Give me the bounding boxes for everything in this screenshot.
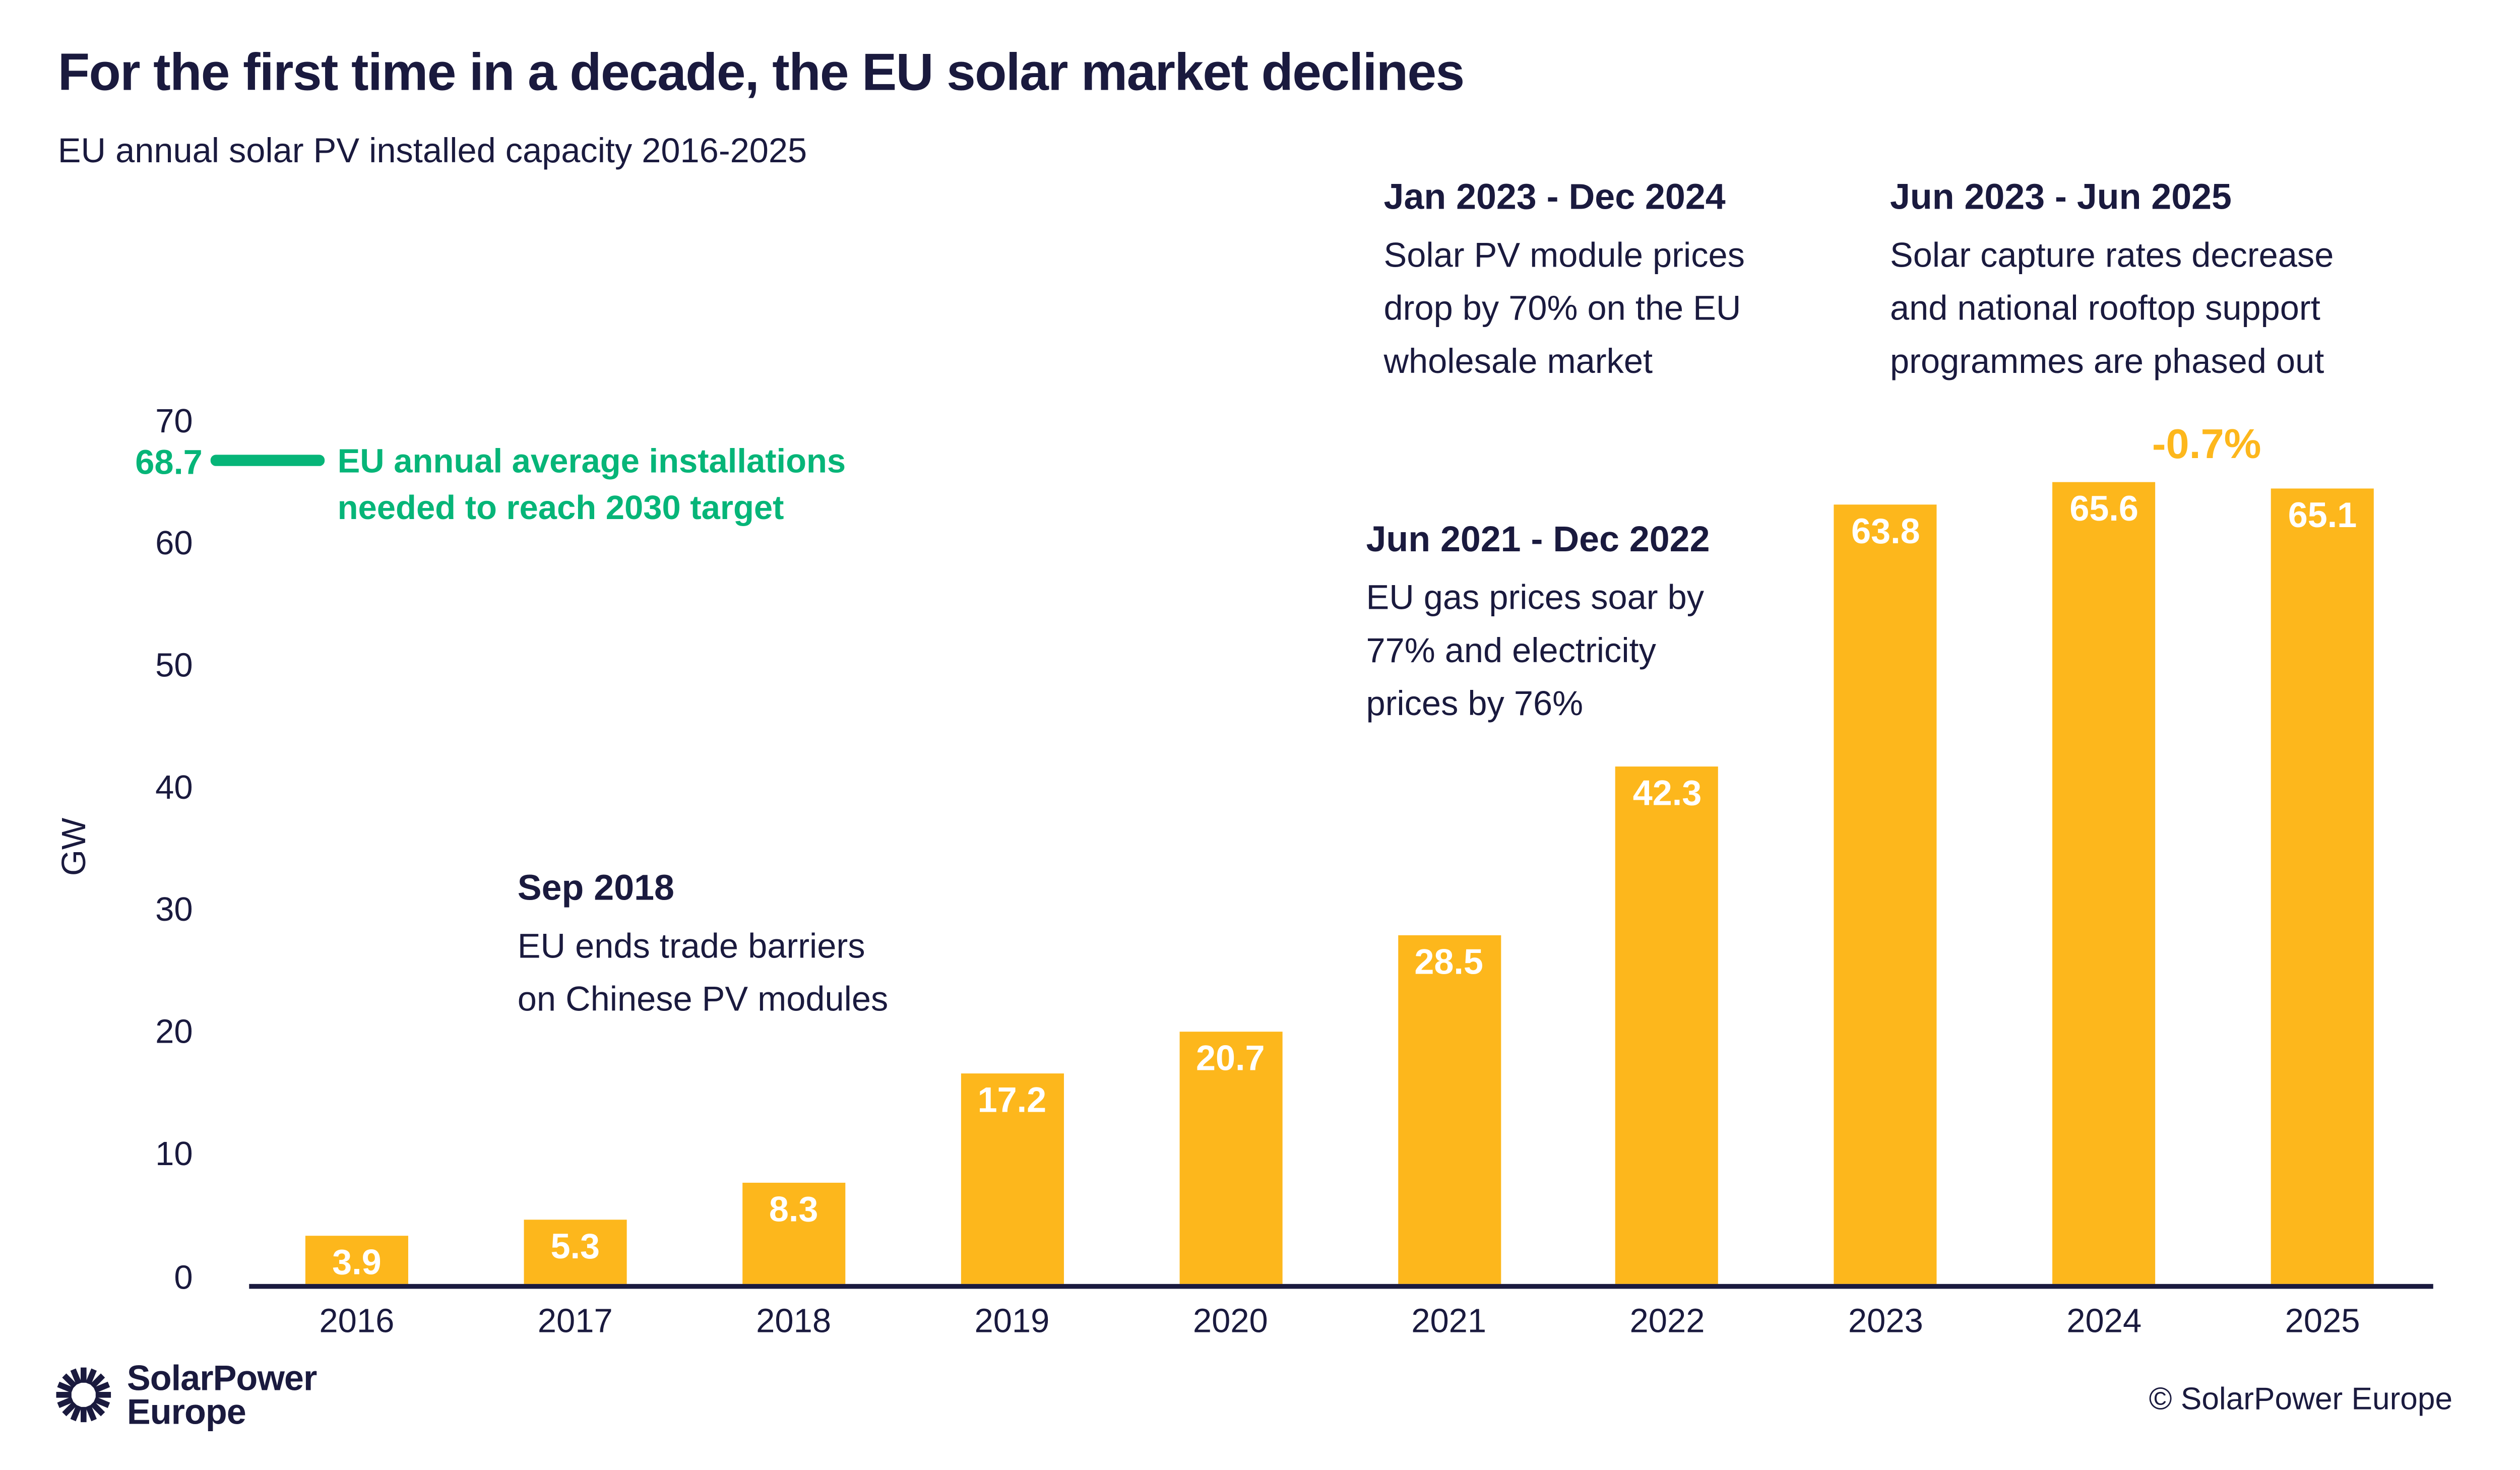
bar-2022: 42.3 — [1615, 767, 1719, 1284]
x-axis-year-label: 2022 — [1629, 1303, 1705, 1340]
bar-value-label: 5.3 — [550, 1226, 600, 1266]
logo-line2: Europe — [127, 1390, 246, 1431]
annotation-line: prices by 76% — [1366, 684, 1584, 723]
annotation-jun-2021-dec-2022: Jun 2021 - Dec 2022 EU gas prices soar b… — [1366, 519, 1710, 731]
annotation-sep-2018: Sep 2018 EU ends trade barriers on Chine… — [518, 868, 889, 1027]
annotation-jan-2023-dec-2024: Jan 2023 - Dec 2024 Solar PV module pric… — [1384, 177, 1745, 389]
x-axis-year-label: 2025 — [2285, 1303, 2360, 1340]
decline-percentage-label: -0.7% — [2152, 419, 2261, 468]
annotation-title: Jun 2021 - Dec 2022 — [1366, 519, 1710, 559]
x-axis-year-label: 2016 — [319, 1303, 395, 1340]
bar-2017: 5.3 — [524, 1219, 627, 1284]
bar-2021: 28.5 — [1397, 935, 1500, 1284]
annotation-title: Jun 2023 - Jun 2025 — [1890, 176, 2232, 217]
annotation-line: Solar capture rates decrease — [1890, 236, 2334, 275]
bar-value-label: 42.3 — [1632, 774, 1702, 814]
bar-value-label: 63.8 — [1851, 510, 1920, 551]
annotation-line: on Chinese PV modules — [517, 980, 889, 1019]
bar-value-label: 3.9 — [332, 1243, 382, 1283]
logo-text: SolarPower Europe — [127, 1358, 317, 1431]
bar-value-label: 28.5 — [1414, 942, 1483, 983]
x-axis-year-label: 2018 — [756, 1303, 832, 1340]
annotation-jun-2023-jun-2025: Jun 2023 - Jun 2025 Solar capture rates … — [1890, 177, 2334, 389]
y-tick-label: 50 — [155, 648, 193, 685]
x-axis-year-label: 2019 — [974, 1303, 1050, 1340]
bar-value-label: 65.1 — [2288, 495, 2357, 536]
bar-value-label: 65.6 — [2069, 489, 2138, 530]
annotation-line: 77% and electricity — [1366, 631, 1656, 670]
bar-2018: 8.3 — [742, 1182, 845, 1284]
target-value-label: 68.7 — [135, 442, 203, 482]
bar-value-label: 20.7 — [1196, 1037, 1265, 1078]
y-tick-label: 60 — [155, 526, 193, 563]
bar-2016: 3.9 — [305, 1236, 408, 1284]
logo-line1: SolarPower — [127, 1358, 317, 1398]
solarpower-europe-logo: SolarPower Europe — [53, 1358, 535, 1431]
page-title: For the first time in a decade, the EU s… — [57, 43, 1465, 101]
bar-2023: 63.8 — [1834, 504, 1937, 1284]
target-marker-dash — [210, 455, 325, 466]
x-axis-year-label: 2017 — [537, 1303, 613, 1340]
annotation-line: and national rooftop support — [1890, 289, 2320, 328]
bar-2025: 65.1 — [2271, 488, 2374, 1284]
annotation-line: EU ends trade barriers — [517, 927, 865, 966]
bar-2024: 65.6 — [2052, 482, 2156, 1284]
target-annotation: EU annual average installations needed t… — [338, 440, 846, 532]
x-axis-year-label: 2023 — [1848, 1303, 1923, 1340]
y-tick-label: 20 — [155, 1014, 193, 1052]
sunburst-icon — [56, 1367, 111, 1423]
page-subtitle: EU annual solar PV installed capacity 20… — [57, 132, 807, 171]
y-axis-label: GW — [56, 817, 93, 876]
annotation-line: drop by 70% on the EU — [1383, 289, 1741, 328]
target-annotation-line: needed to reach 2030 target — [337, 489, 784, 527]
annotation-line: programmes are phased out — [1890, 342, 2324, 381]
annotation-title: Sep 2018 — [517, 867, 674, 908]
y-tick-label: 0 — [174, 1259, 193, 1296]
x-axis-line — [249, 1284, 2433, 1290]
annotation-line: Solar PV module prices — [1383, 236, 1745, 275]
y-tick-label: 30 — [155, 892, 193, 930]
y-tick-label: 70 — [155, 404, 193, 441]
annotation-line: wholesale market — [1383, 342, 1653, 381]
x-axis-year-label: 2021 — [1411, 1303, 1487, 1340]
copyright-text: © SolarPower Europe — [2149, 1382, 2453, 1418]
annotation-line: EU gas prices soar by — [1366, 578, 1705, 617]
x-axis-year-label: 2020 — [1192, 1303, 1268, 1340]
target-annotation-line: EU annual average installations — [337, 443, 846, 481]
annotation-title: Jan 2023 - Dec 2024 — [1383, 176, 1726, 217]
bar-2019: 17.2 — [960, 1073, 1063, 1284]
x-axis-year-label: 2024 — [2066, 1303, 2142, 1340]
bar-value-label: 8.3 — [769, 1189, 818, 1230]
y-tick-label: 40 — [155, 770, 193, 808]
bar-2020: 20.7 — [1179, 1031, 1282, 1284]
y-tick-label: 10 — [155, 1136, 193, 1174]
bar-value-label: 17.2 — [977, 1080, 1047, 1121]
